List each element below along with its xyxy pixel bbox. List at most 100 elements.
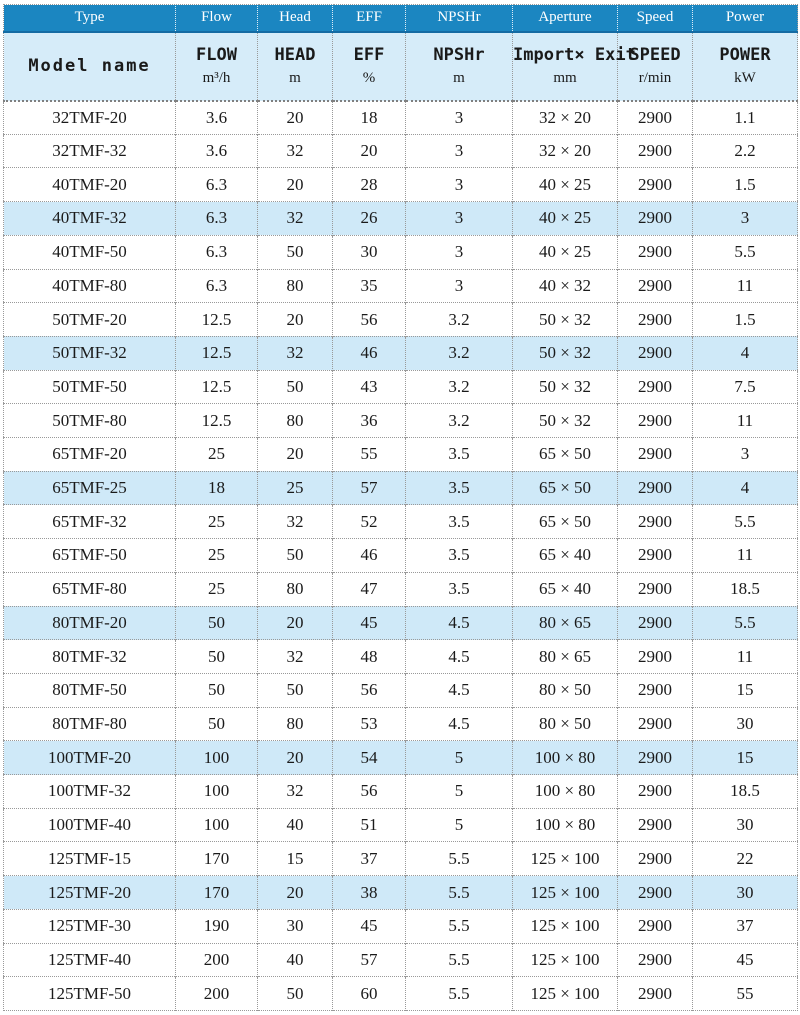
cell-speed: 2900 [617,437,693,472]
header-eff: EFF [332,4,406,33]
cell-speed: 2900 [617,403,693,438]
cell-aperture: 100 × 80 [512,774,618,809]
cell-speed: 2900 [617,740,693,775]
cell-eff: 48 [332,639,406,674]
head-unit: m [289,70,301,87]
cell-aperture: 65 × 50 [512,504,618,539]
speed-label: SPEED [629,44,681,65]
cell-flow: 12.5 [175,335,258,371]
cell-flow: 6.3 [175,167,258,202]
cell-eff: 35 [332,268,406,303]
cell-eff: 47 [332,571,406,607]
cell-flow: 100 [175,774,258,809]
cell-eff: 56 [332,672,406,708]
table-row: 65TMF-32 25 32 52 3.5 65 × 50 2900 5.5 [3,504,798,539]
import-exit-label: Import× Exit [513,44,636,65]
cell-npshr: 3.5 [405,437,513,472]
cell-head: 30 [257,908,333,944]
header-power: Power [692,4,798,33]
cell-model: 125TMF-15 [3,841,176,876]
table-row: 65TMF-25 18 25 57 3.5 65 × 50 2900 4 [3,470,798,505]
cell-head: 80 [257,706,333,741]
cell-speed: 2900 [617,875,693,910]
cell-head: 32 [257,504,333,539]
cell-npshr: 3.2 [405,335,513,371]
table-row: 65TMF-50 25 50 46 3.5 65 × 40 2900 11 [3,538,798,573]
table-row: 80TMF-20 50 20 45 4.5 80 × 65 2900 5.5 [3,605,798,640]
cell-npshr: 5 [405,740,513,775]
cell-eff: 46 [332,538,406,573]
cell-aperture: 65 × 40 [512,538,618,573]
table-row: 40TMF-20 6.3 20 28 3 40 × 25 2900 1.5 [3,167,798,202]
cell-speed: 2900 [617,100,693,135]
cell-aperture: 40 × 25 [512,201,618,236]
cell-power: 30 [692,807,798,842]
cell-speed: 2900 [617,268,693,303]
cell-aperture: 80 × 65 [512,639,618,674]
cell-aperture: 125 × 100 [512,908,618,944]
cell-aperture: 100 × 80 [512,807,618,842]
cell-model: 50TMF-50 [3,369,176,404]
cell-speed: 2900 [617,234,693,270]
cell-aperture: 65 × 40 [512,571,618,607]
cell-eff: 57 [332,942,406,977]
cell-aperture: 65 × 50 [512,437,618,472]
cell-aperture: 125 × 100 [512,875,618,910]
cell-power: 11 [692,268,798,303]
cell-head: 80 [257,403,333,438]
cell-flow: 170 [175,841,258,876]
table-row: 80TMF-80 50 80 53 4.5 80 × 50 2900 30 [3,706,798,741]
cell-eff: 57 [332,470,406,505]
cell-npshr: 5.5 [405,942,513,977]
cell-model: 65TMF-20 [3,437,176,472]
cell-model: 100TMF-32 [3,774,176,809]
header-row-categories: Type Flow Head EFF NPSHr Aperture Speed … [3,4,798,33]
cell-flow: 200 [175,976,258,1011]
cell-aperture: 50 × 32 [512,369,618,404]
cell-flow: 50 [175,672,258,708]
cell-npshr: 5.5 [405,976,513,1011]
cell-power: 7.5 [692,369,798,404]
table-header: Type Flow Head EFF NPSHr Aperture Speed … [3,4,798,102]
cell-eff: 56 [332,774,406,809]
table-row: 100TMF-40 100 40 51 5 100 × 80 2900 30 [3,807,798,842]
cell-model: 40TMF-80 [3,268,176,303]
header-head-unit: HEAD m [257,31,333,102]
model-name-label: Model name [28,56,151,76]
cell-npshr: 4.5 [405,672,513,708]
header-flow-unit: FLOW m³/h [175,31,258,102]
cell-head: 50 [257,976,333,1011]
cell-speed: 2900 [617,201,693,236]
cell-eff: 60 [332,976,406,1011]
cell-npshr: 4.5 [405,605,513,640]
cell-flow: 18 [175,470,258,505]
cell-eff: 56 [332,302,406,337]
cell-head: 20 [257,437,333,472]
cell-speed: 2900 [617,167,693,202]
cell-power: 5.5 [692,234,798,270]
cell-flow: 50 [175,639,258,674]
cell-head: 32 [257,201,333,236]
cell-power: 1.5 [692,302,798,337]
cell-head: 50 [257,234,333,270]
cell-model: 125TMF-20 [3,875,176,910]
header-npshr-unit: NPSHr m [405,31,513,102]
eff-label: EFF [353,44,385,65]
cell-eff: 43 [332,369,406,404]
cell-model: 125TMF-30 [3,908,176,944]
cell-head: 20 [257,605,333,640]
cell-flow: 12.5 [175,369,258,404]
cell-power: 5.5 [692,605,798,640]
cell-aperture: 65 × 50 [512,470,618,505]
cell-power: 3 [692,201,798,236]
cell-model: 40TMF-50 [3,234,176,270]
cell-eff: 46 [332,335,406,371]
cell-power: 5.5 [692,504,798,539]
cell-flow: 200 [175,942,258,977]
table-row: 100TMF-20 100 20 54 5 100 × 80 2900 15 [3,740,798,775]
header-model-name: Model name [3,31,176,102]
npshr-label: NPSHr [433,44,485,65]
cell-npshr: 5.5 [405,841,513,876]
table-row: 65TMF-20 25 20 55 3.5 65 × 50 2900 3 [3,437,798,472]
cell-eff: 20 [332,133,406,168]
